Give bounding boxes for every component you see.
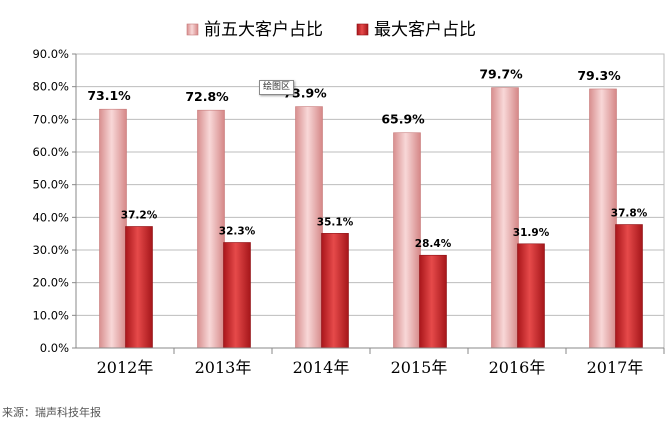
- y-tick-label: 30.0%: [32, 243, 69, 257]
- bar-top5-customers[interactable]: [589, 88, 617, 349]
- data-label: 37.8%: [611, 208, 648, 220]
- legend-swatch: [186, 23, 199, 36]
- bar-top-customer[interactable]: [517, 243, 545, 349]
- y-tick-label: 90.0%: [32, 47, 69, 61]
- data-label: 79.3%: [577, 68, 621, 83]
- source-note: 来源：瑞声科技年报: [2, 406, 101, 419]
- bar-top-customer[interactable]: [223, 242, 251, 349]
- legend-label: 前五大客户占比: [204, 20, 323, 40]
- y-tick-label: 60.0%: [32, 145, 69, 159]
- bar-top-customer[interactable]: [321, 233, 349, 349]
- x-tick-label: 2016年: [489, 358, 546, 377]
- plot-area[interactable]: [75, 53, 665, 349]
- data-label: 32.3%: [219, 225, 256, 237]
- y-tick-label: 20.0%: [32, 276, 69, 290]
- y-tick-label: 40.0%: [32, 210, 69, 224]
- bar-top5-customers[interactable]: [99, 108, 127, 349]
- y-tick-label: 70.0%: [32, 112, 69, 126]
- x-tick-label: 2013年: [195, 358, 252, 377]
- data-label: 37.2%: [121, 209, 158, 221]
- bar-top-customer[interactable]: [419, 254, 447, 349]
- data-label: 79.7%: [479, 67, 523, 82]
- legend-label: 最大客户占比: [374, 20, 476, 40]
- x-tick-label: 2012年: [97, 358, 154, 377]
- plot-area-tooltip: 绘图区: [259, 80, 295, 95]
- y-tick-label: 50.0%: [32, 178, 69, 192]
- data-label: 31.9%: [513, 227, 550, 239]
- legend-swatch: [356, 23, 369, 36]
- data-label: 65.9%: [381, 112, 425, 127]
- data-label: 28.4%: [415, 238, 452, 250]
- x-tick-label: 2017年: [587, 358, 644, 377]
- bar-top5-customers[interactable]: [491, 87, 519, 349]
- data-label: 72.8%: [185, 89, 229, 104]
- bar-top-customer[interactable]: [125, 226, 153, 349]
- y-tick-label: 80.0%: [32, 80, 69, 94]
- bar-top-customer[interactable]: [615, 224, 643, 349]
- x-tick-label: 2014年: [293, 358, 350, 377]
- bar-top5-customers[interactable]: [393, 132, 421, 349]
- data-label: 35.1%: [317, 216, 354, 228]
- data-label: 73.9%: [283, 86, 327, 101]
- x-tick-label: 2015年: [391, 358, 448, 377]
- data-label: 73.1%: [87, 88, 131, 103]
- bar-top5-customers[interactable]: [197, 109, 225, 349]
- y-tick-label: 0.0%: [40, 341, 69, 355]
- y-tick-label: 10.0%: [32, 308, 69, 322]
